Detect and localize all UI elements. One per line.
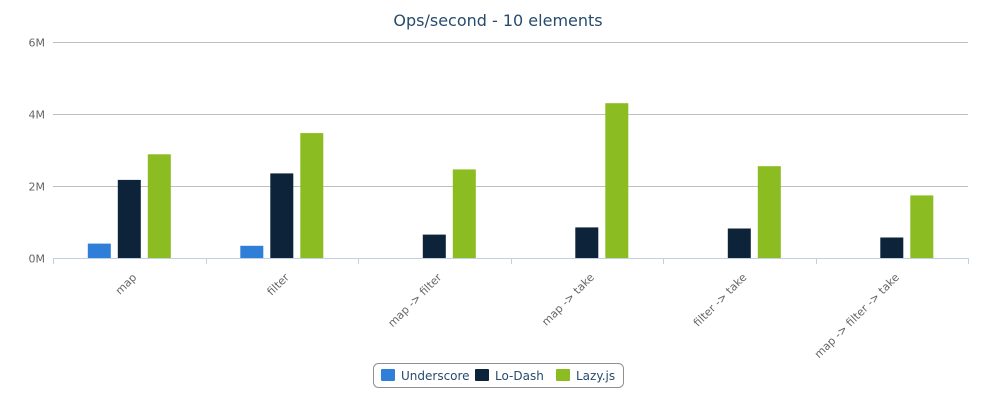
- x-tick-label: filter: [265, 271, 293, 299]
- x-tick-label: map -> filter: [386, 271, 445, 330]
- y-tick-label: 4M: [29, 109, 46, 122]
- x-axis: map filter map -> filter map -> take filter …: [53, 258, 969, 361]
- bar-lo-dash-2[interactable]: [422, 234, 446, 258]
- bar-lo-dash-5[interactable]: [880, 237, 904, 259]
- bar-lazy-js-0[interactable]: [147, 154, 171, 258]
- bar-underscore-0[interactable]: [87, 243, 111, 258]
- x-tick-label: map -> filter -> take: [812, 271, 902, 361]
- bar-lo-dash-4[interactable]: [727, 228, 751, 259]
- bar-lazy-js-4[interactable]: [757, 166, 781, 258]
- y-tick-label: 0M: [29, 253, 46, 266]
- bar-lo-dash-1[interactable]: [270, 173, 294, 258]
- bar-lazy-js-2[interactable]: [452, 169, 476, 258]
- y-tick-label: 2M: [29, 181, 46, 194]
- bar-lazy-js-1[interactable]: [300, 133, 324, 258]
- legend-label: Lazy.js: [576, 369, 615, 383]
- bar-lo-dash-0[interactable]: [117, 179, 141, 258]
- x-tick-label: filter -> take: [691, 271, 750, 330]
- bars-layer: [87, 103, 934, 259]
- bar-lazy-js-5[interactable]: [910, 195, 934, 258]
- x-tick-label: map -> take: [539, 271, 597, 329]
- x-tick-label: map: [113, 271, 139, 297]
- legend-swatch: [475, 369, 489, 381]
- legend-item-lazy-js[interactable]: Lazy.js: [556, 369, 615, 383]
- legend-swatch: [381, 369, 395, 381]
- grid-layer: 0M 2M 4M 6M: [29, 37, 968, 266]
- legend-label: Underscore: [401, 369, 470, 383]
- legend-item-lo-dash[interactable]: Lo-Dash: [475, 369, 544, 383]
- bar-lazy-js-3[interactable]: [605, 103, 629, 258]
- chart-title: Ops/second - 10 elements: [393, 11, 602, 30]
- y-tick-label: 6M: [29, 37, 46, 50]
- bar-underscore-1[interactable]: [240, 245, 264, 258]
- legend-item-underscore[interactable]: Underscore: [381, 369, 470, 383]
- legend-label: Lo-Dash: [495, 369, 544, 383]
- bar-lo-dash-3[interactable]: [575, 227, 599, 258]
- legend[interactable]: Underscore Lo-Dash Lazy.js: [373, 363, 624, 388]
- legend-swatch: [556, 369, 570, 381]
